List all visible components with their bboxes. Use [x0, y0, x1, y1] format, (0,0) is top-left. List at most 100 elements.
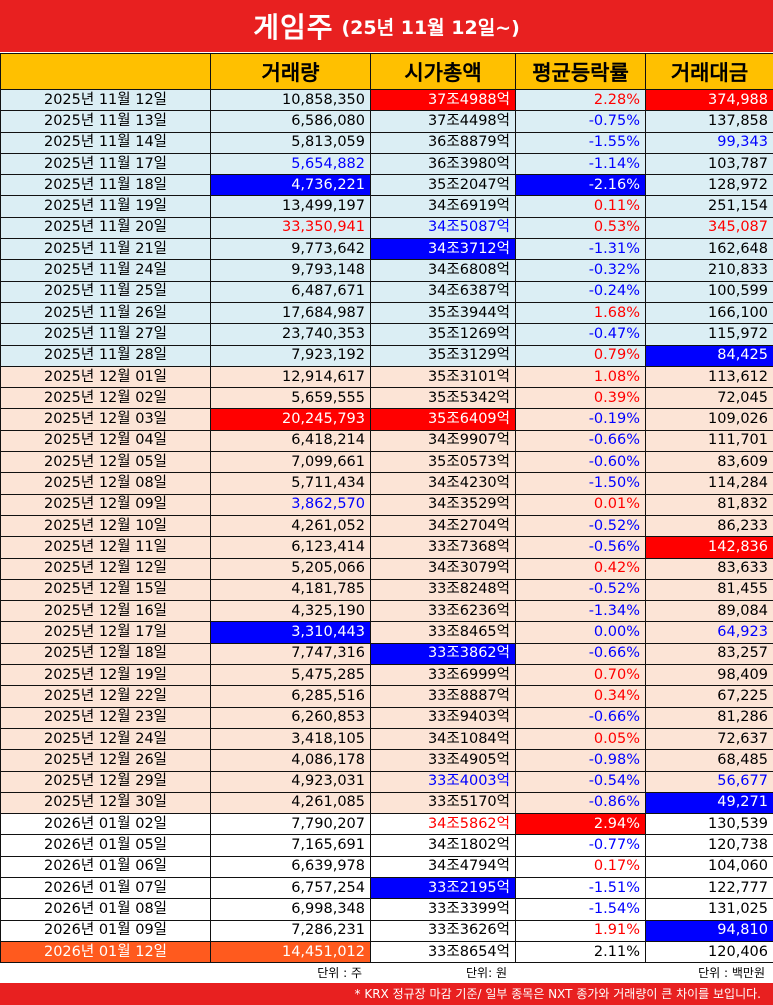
- avg-change-cell: 2.28%: [516, 90, 646, 111]
- avg-change-cell: 2.94%: [516, 814, 646, 835]
- trade-amount-cell: 251,154: [646, 196, 773, 217]
- avg-change-cell: -0.47%: [516, 324, 646, 345]
- volume-cell: 13,499,197: [211, 196, 371, 217]
- date-cell: 2025년 12월 18일: [1, 643, 211, 664]
- header-volume: 거래량: [211, 54, 371, 90]
- avg-change-cell: 0.39%: [516, 388, 646, 409]
- trade-amount-cell: 345,087: [646, 217, 773, 238]
- header-date: [1, 54, 211, 90]
- volume-cell: 3,310,443: [211, 622, 371, 643]
- date-cell: 2025년 12월 24일: [1, 728, 211, 749]
- volume-cell: 4,923,031: [211, 771, 371, 792]
- volume-cell: 4,181,785: [211, 579, 371, 600]
- volume-cell: 14,451,012: [211, 941, 371, 962]
- volume-cell: 4,261,052: [211, 515, 371, 536]
- trade-amount-cell: 94,810: [646, 920, 773, 941]
- market-cap-cell: 34조5087억: [371, 217, 516, 238]
- market-cap-cell: 34조9907억: [371, 430, 516, 451]
- date-cell: 2025년 11월 20일: [1, 217, 211, 238]
- avg-change-cell: -0.66%: [516, 707, 646, 728]
- volume-cell: 5,813,059: [211, 132, 371, 153]
- volume-cell: 5,654,882: [211, 153, 371, 174]
- market-cap-cell: 35조3101억: [371, 366, 516, 387]
- header-market-cap: 시가총액: [371, 54, 516, 90]
- market-cap-cell: 35조3944억: [371, 302, 516, 323]
- trade-amount-cell: 83,609: [646, 452, 773, 473]
- volume-cell: 9,793,148: [211, 260, 371, 281]
- avg-change-cell: 0.11%: [516, 196, 646, 217]
- trade-amount-cell: 142,836: [646, 537, 773, 558]
- date-cell: 2025년 11월 12일: [1, 90, 211, 111]
- date-cell: 2025년 11월 27일: [1, 324, 211, 345]
- market-cap-cell: 34조1802억: [371, 835, 516, 856]
- trade-amount-cell: 120,406: [646, 941, 773, 962]
- date-cell: 2025년 12월 10일: [1, 515, 211, 536]
- avg-change-cell: 2.11%: [516, 941, 646, 962]
- date-cell: 2026년 01월 08일: [1, 899, 211, 920]
- market-cap-cell: 37조4988억: [371, 90, 516, 111]
- market-cap-cell: 34조1084억: [371, 728, 516, 749]
- volume-cell: 3,418,105: [211, 728, 371, 749]
- avg-change-cell: -1.50%: [516, 473, 646, 494]
- avg-change-cell: -0.52%: [516, 579, 646, 600]
- avg-change-cell: 0.53%: [516, 217, 646, 238]
- volume-cell: 7,747,316: [211, 643, 371, 664]
- date-cell: 2026년 01월 05일: [1, 835, 211, 856]
- unit-volume: 단위 : 주: [210, 963, 370, 983]
- avg-change-cell: 0.42%: [516, 558, 646, 579]
- trade-amount-cell: 89,084: [646, 601, 773, 622]
- market-cap-cell: 33조3862억: [371, 643, 516, 664]
- footnote: * KRX 정규장 마감 기준/ 일부 종목은 NXT 종가와 거래량이 큰 차…: [0, 983, 773, 1005]
- unit-trade-amount: 단위 : 백만원: [645, 963, 773, 983]
- market-cap-cell: 37조4498억: [371, 111, 516, 132]
- date-cell: 2026년 01월 09일: [1, 920, 211, 941]
- market-cap-cell: 33조3626억: [371, 920, 516, 941]
- date-cell: 2025년 11월 17일: [1, 153, 211, 174]
- trade-amount-cell: 72,637: [646, 728, 773, 749]
- date-cell: 2025년 12월 17일: [1, 622, 211, 643]
- volume-cell: 5,475,285: [211, 665, 371, 686]
- market-cap-cell: 33조8465억: [371, 622, 516, 643]
- trade-amount-cell: 99,343: [646, 132, 773, 153]
- date-cell: 2025년 12월 04일: [1, 430, 211, 451]
- date-cell: 2026년 01월 12일: [1, 941, 211, 962]
- volume-cell: 23,740,353: [211, 324, 371, 345]
- trade-amount-cell: 64,923: [646, 622, 773, 643]
- volume-cell: 20,245,793: [211, 409, 371, 430]
- trade-amount-cell: 130,539: [646, 814, 773, 835]
- avg-change-cell: 0.79%: [516, 345, 646, 366]
- header-row: 거래량 시가총액 평균등락률 거래대금: [1, 54, 773, 90]
- market-cap-cell: 34조3529억: [371, 494, 516, 515]
- trade-amount-cell: 137,858: [646, 111, 773, 132]
- market-cap-cell: 36조3980억: [371, 153, 516, 174]
- units-spacer-2: [515, 963, 645, 983]
- volume-cell: 17,684,987: [211, 302, 371, 323]
- avg-change-cell: -0.98%: [516, 750, 646, 771]
- volume-cell: 5,711,434: [211, 473, 371, 494]
- avg-change-cell: -1.34%: [516, 601, 646, 622]
- market-cap-cell: 36조8879억: [371, 132, 516, 153]
- header-trade-amount: 거래대금: [646, 54, 773, 90]
- date-cell: 2025년 12월 05일: [1, 452, 211, 473]
- avg-change-cell: -1.55%: [516, 132, 646, 153]
